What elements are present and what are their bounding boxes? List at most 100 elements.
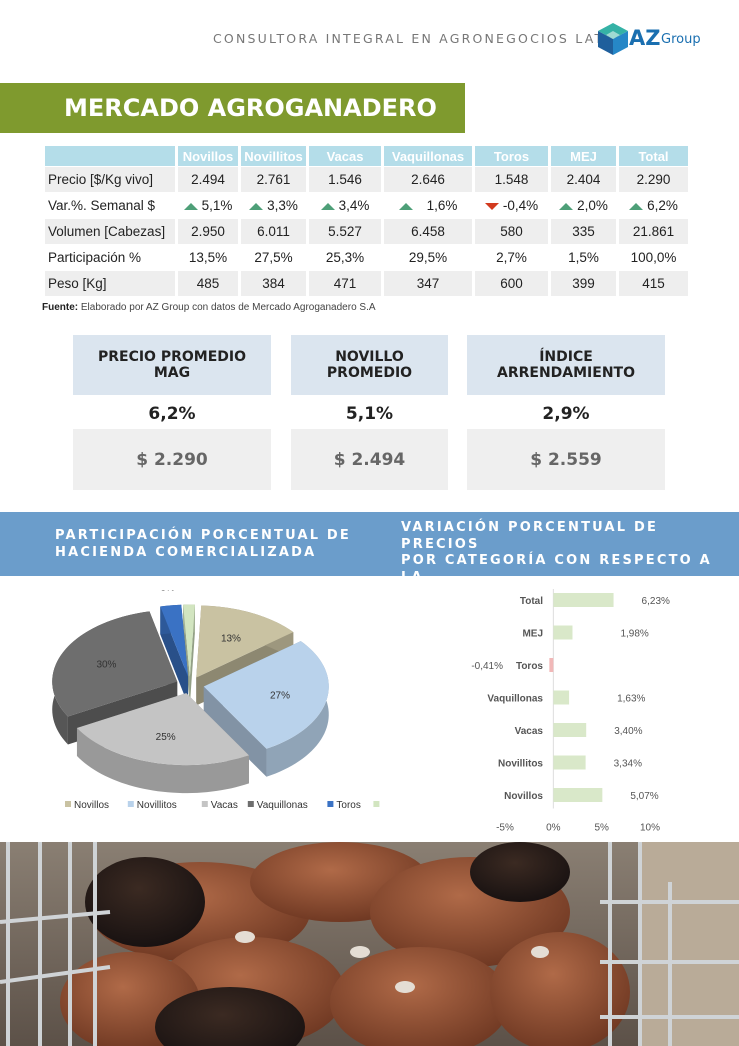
source-label: Fuente: [42,302,79,313]
table-cell: 6,2% [619,193,688,218]
column-header: Novillos [178,146,238,166]
logo-subtext: Group [661,32,701,47]
data-label: 1,63% [617,694,645,705]
table-cell: 399 [551,271,616,296]
table-cell: 580 [475,219,548,244]
row-label: Peso [Kg] [45,271,175,296]
section-title-line: VARIACIÓN PORCENTUAL DE PRECIOS [401,520,659,552]
legend-swatch [247,801,254,807]
table-cell: 1,5% [551,245,616,270]
tick-label: 0% [546,823,561,834]
kpi-value-novillo: $ 2.494 [291,429,448,490]
legend-swatch [201,801,208,807]
data-label: 3,40% [614,726,642,737]
pie-slice-novillitos [203,641,329,777]
column-header: Total [619,146,688,166]
category-label: Vaquillonas [487,694,543,705]
table-cell: 2.950 [178,219,238,244]
column-header: Novillitos [241,146,306,166]
cube-logo-icon [598,23,628,55]
table-cell: 2,7% [475,245,548,270]
category-label: Novillos [504,791,543,802]
section-title-line: SEMANA ANTERIOR [401,586,576,601]
legend-swatch [327,801,334,807]
legend-swatch [373,801,380,807]
arrow-down-icon [484,202,499,210]
pie-label: 25% [156,732,176,743]
arrow-up-icon [320,202,335,210]
table-cell: 2,0% [551,193,616,218]
variation-value: 3,3% [267,198,298,213]
table-cell: 6.011 [241,219,306,244]
category-label: Total [520,596,543,607]
pie-chart: 2% 3% 13% 30% 27% 25% Novillos Novillitos Vacas V… [52,590,380,811]
category-label: Novillitos [498,759,543,770]
legend-entry: Toros [336,800,360,811]
table-cell: 3,4% [309,193,381,218]
pie-label: 13% [221,634,241,645]
variation-value: 2,0% [577,198,608,213]
table-cell: 384 [241,271,306,296]
table-row: Var.%. Semanal $ 5,1% 3,3% 3,4% 1,6% -0,… [45,193,688,218]
bar-mej [553,625,573,640]
legend-entry: Novillos [74,800,109,811]
table-row: Precio [$/Kg vivo] 2.494 2.761 1.546 2.6… [45,167,688,192]
table-cell: 1,6% [384,193,472,218]
legend-swatch [127,801,134,807]
kpi-pct-precio: 6,2% [148,404,196,424]
table-cell: 5,1% [178,193,238,218]
column-header: Toros [475,146,548,166]
section-banner: MERCADO AGROGANADERO [0,83,465,133]
arrow-up-icon [183,202,198,210]
table-cell: 21.861 [619,219,688,244]
table-cell: 471 [309,271,381,296]
bar-toros [549,658,554,672]
bar-vaquillonas [553,690,570,705]
pie-slice-vacas [76,693,249,794]
tick-label: 5% [594,823,609,834]
legend-entry: Novillitos [137,800,177,811]
kpi-pct-indice: 2,9% [542,404,590,424]
data-label: -0,41% [471,661,503,672]
legend-entry: Vacas [211,800,238,811]
pie-slice-toros [160,604,189,705]
cattle-photo [0,842,739,1046]
table-cell: 600 [475,271,548,296]
variation-value: 6,2% [647,198,678,213]
kpi-title-line: PRECIO PROMEDIO [97,349,247,365]
data-label: 3,34% [614,759,642,770]
table-cell: 29,5% [384,245,472,270]
banner-title: MERCADO AGROGANADERO [64,94,437,122]
bar-chart: Total 6,23% MEJ 1,98% Toros -0,41% Vaquillonas… [471,589,670,834]
category-label: Vacas [515,726,544,737]
variation-value: -0,4% [502,198,539,213]
arrow-up-icon [398,202,413,210]
az-group-logo: AZ Group [597,22,707,58]
data-label: 1,98% [620,629,648,640]
pie-label: 3% [160,590,175,594]
variation-value: 5,1% [201,198,233,213]
table-cell: 6.458 [384,219,472,244]
section-title-line: PARTICIPACIÓN PORCENTUAL DE [55,528,351,543]
arrow-up-icon [559,202,574,210]
data-label: 6,23% [642,596,670,607]
pie-section-title: PARTICIPACIÓN PORCENTUAL DE HACIENDA COME… [55,528,351,561]
row-label: Precio [$/Kg vivo] [45,167,175,192]
bar-novillos [553,788,603,802]
tick-label: -5% [496,823,514,834]
table-cell: 2.494 [178,167,238,192]
logo-text: AZ [629,26,661,50]
table-cell: 335 [551,219,616,244]
row-label: Volumen [Cabezas] [45,219,175,244]
table-header-row: Novillos Novillitos Vacas Vaquillonas To… [45,146,688,166]
arrow-up-icon [249,202,264,210]
table-cell: 100,0% [619,245,688,270]
table-cell: 2.404 [551,167,616,192]
row-label: Var.%. Semanal $ [45,193,175,218]
kpi-title-indice: ÍNDICE ARRENDAMIENTO [467,335,665,395]
bar-section-title: VARIACIÓN PORCENTUAL DE PRECIOS POR CATEG… [401,520,739,603]
table-row: Participación % 13,5% 27,5% 25,3% 29,5% … [45,245,688,270]
variation-value: 1,6% [426,198,458,213]
arrow-up-icon [629,202,644,210]
kpi-title-line: ÍNDICE [539,349,593,365]
